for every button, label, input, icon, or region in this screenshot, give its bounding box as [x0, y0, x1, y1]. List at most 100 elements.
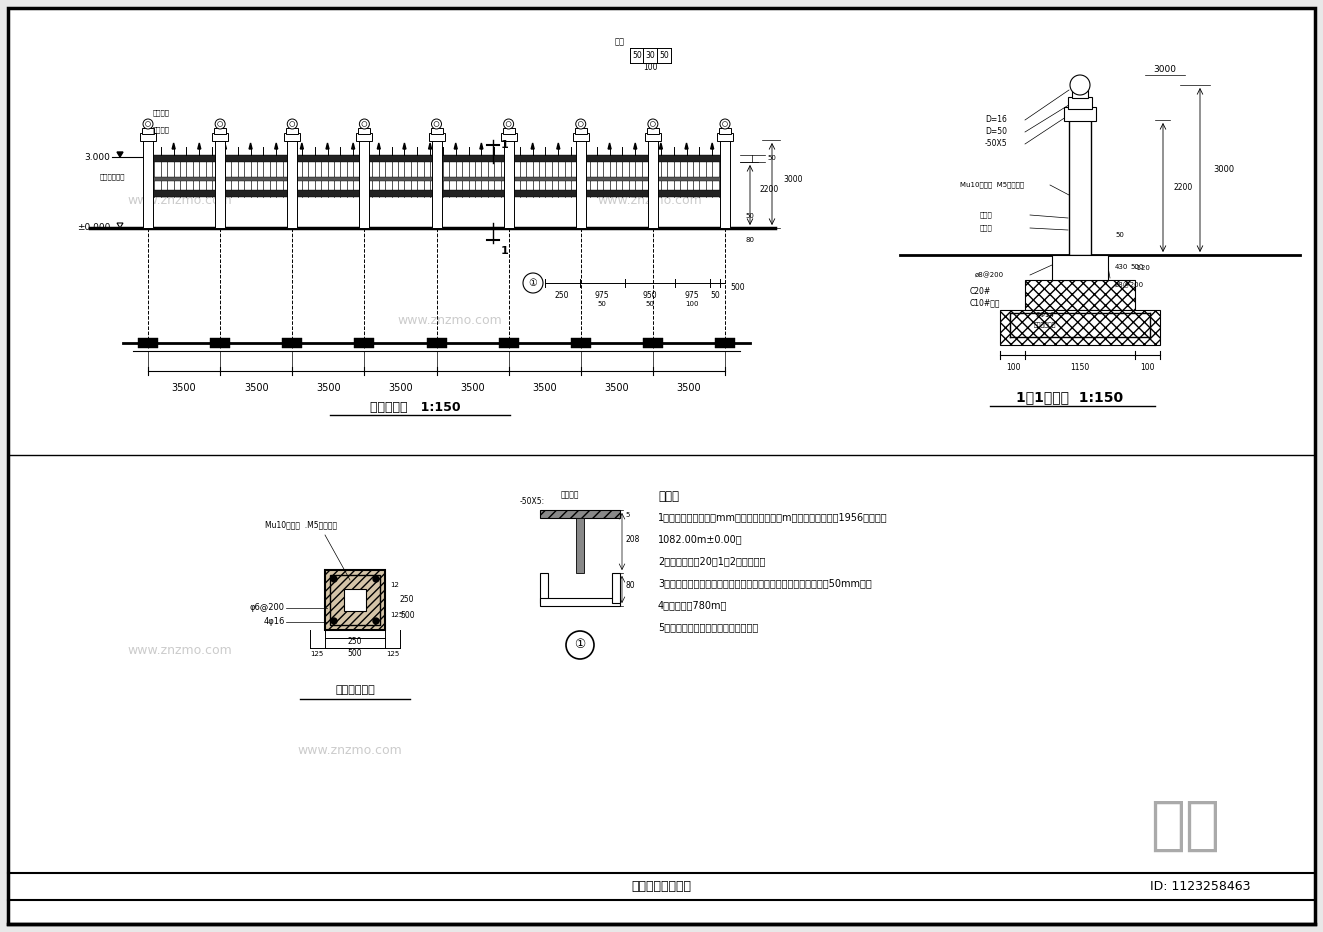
Text: 2、砌墙厚度为20厚1：2水泥砂浆；: 2、砌墙厚度为20厚1：2水泥砂浆； [658, 556, 766, 566]
Polygon shape [454, 143, 458, 149]
Polygon shape [224, 143, 226, 149]
Bar [613, 573, 620, 603]
Text: 975: 975 [594, 291, 610, 300]
Bar [576, 518, 583, 573]
Bar [1064, 107, 1095, 121]
Polygon shape [531, 143, 534, 149]
Text: www.znzmo.com: www.znzmo.com [298, 744, 402, 757]
Text: 100: 100 [643, 63, 658, 73]
Bar [720, 140, 730, 228]
Circle shape [434, 121, 439, 127]
Text: ①: ① [529, 278, 537, 288]
Circle shape [507, 121, 511, 127]
Bar [503, 128, 515, 134]
Bar [325, 570, 385, 630]
Bar [426, 338, 446, 348]
Bar [148, 155, 725, 162]
Bar [540, 510, 620, 518]
Text: ID: 1123258463: ID: 1123258463 [1150, 880, 1250, 893]
Bar [570, 338, 591, 348]
Text: 50: 50 [1115, 232, 1123, 238]
Text: D=50: D=50 [986, 128, 1007, 136]
Text: www.znzmo.com: www.znzmo.com [398, 313, 503, 326]
Text: 说明：: 说明： [658, 490, 679, 503]
Text: 3500: 3500 [532, 383, 557, 393]
Polygon shape [377, 143, 380, 149]
Text: （上，下各）: （上，下各） [1033, 322, 1056, 328]
Text: ø8@200: ø8@200 [975, 272, 1004, 279]
Text: 50: 50 [710, 291, 720, 300]
Text: 1－1剖面图  1:150: 1－1剖面图 1:150 [1016, 390, 1123, 404]
Text: 道路绕区围墙详图: 道路绕区围墙详图 [631, 880, 691, 893]
Polygon shape [710, 143, 713, 149]
Text: 龙头拱墙: 龙头拱墙 [153, 110, 169, 116]
Text: 1、本分图标注单位为mm，相对标高单位为m，取整平后地面折1956黄海高程: 1、本分图标注单位为mm，相对标高单位为m，取整平后地面折1956黄海高程 [658, 512, 888, 522]
Bar [360, 140, 369, 228]
Text: 208: 208 [624, 536, 639, 544]
Bar [1052, 255, 1107, 280]
Text: 100: 100 [1139, 363, 1154, 372]
Text: 钢扁铁品: 钢扁铁品 [561, 490, 579, 500]
Bar [1025, 280, 1135, 310]
Polygon shape [659, 143, 663, 149]
Polygon shape [557, 143, 560, 149]
Text: 1: 1 [501, 246, 509, 256]
Text: ①: ① [574, 638, 586, 651]
Polygon shape [116, 152, 123, 157]
Text: 纵筋层: 纵筋层 [980, 225, 992, 231]
Bar [648, 140, 658, 228]
Text: -120: -120 [1135, 265, 1151, 271]
Circle shape [287, 119, 298, 129]
Circle shape [523, 273, 542, 293]
Text: 3、围墙构柱、防风柱及大门处、基础和地梁相应放大（柱外退余50mm）；: 3、围墙构柱、防风柱及大门处、基础和地梁相应放大（柱外退余50mm）； [658, 578, 872, 588]
Bar [718, 128, 732, 134]
Bar [540, 573, 548, 603]
Circle shape [331, 576, 337, 582]
Text: 50: 50 [646, 301, 655, 307]
Text: 4、围墙总长780m；: 4、围墙总长780m； [658, 600, 728, 610]
Text: 80: 80 [624, 581, 635, 590]
Text: Mu10大砖柱  .M5混合砂浆: Mu10大砖柱 .M5混合砂浆 [265, 520, 337, 529]
Bar [286, 128, 298, 134]
Bar [1068, 97, 1091, 109]
Text: -50X5: -50X5 [986, 140, 1008, 148]
Text: 500: 500 [730, 282, 745, 292]
Text: 箍筋层: 箍筋层 [980, 212, 992, 218]
Text: D=16: D=16 [986, 116, 1007, 125]
Bar [717, 133, 733, 141]
Text: 50: 50 [632, 50, 642, 60]
Text: 50: 50 [659, 50, 669, 60]
Text: 围墙立面图   1:150: 围墙立面图 1:150 [369, 401, 460, 414]
Text: 125: 125 [390, 612, 404, 618]
Text: ±0.000: ±0.000 [77, 224, 110, 232]
Polygon shape [300, 143, 303, 149]
Circle shape [363, 121, 366, 127]
Text: 2200: 2200 [759, 185, 779, 195]
Text: 975: 975 [685, 291, 700, 300]
Text: 知末: 知末 [1150, 797, 1220, 854]
Bar [714, 338, 736, 348]
Bar [1072, 89, 1088, 98]
Text: 3500: 3500 [605, 383, 630, 393]
Text: 500: 500 [1130, 264, 1143, 270]
Text: 30: 30 [646, 50, 655, 60]
Bar [140, 133, 156, 141]
Bar [500, 133, 516, 141]
Circle shape [722, 121, 728, 127]
Polygon shape [249, 143, 253, 149]
Bar [216, 140, 225, 228]
Polygon shape [404, 143, 406, 149]
Text: C10#垫层: C10#垫层 [970, 298, 1000, 308]
Bar [148, 190, 725, 197]
Bar [644, 133, 662, 141]
Text: 3500: 3500 [243, 383, 269, 393]
Text: 通顶石墙: 通顶石墙 [153, 127, 169, 133]
Polygon shape [505, 143, 508, 149]
Polygon shape [609, 143, 611, 149]
Polygon shape [172, 143, 175, 149]
Bar [212, 133, 228, 141]
Text: 3Φ14: 3Φ14 [1036, 312, 1054, 318]
Circle shape [143, 119, 153, 129]
Text: 12: 12 [390, 582, 398, 588]
Polygon shape [198, 143, 201, 149]
